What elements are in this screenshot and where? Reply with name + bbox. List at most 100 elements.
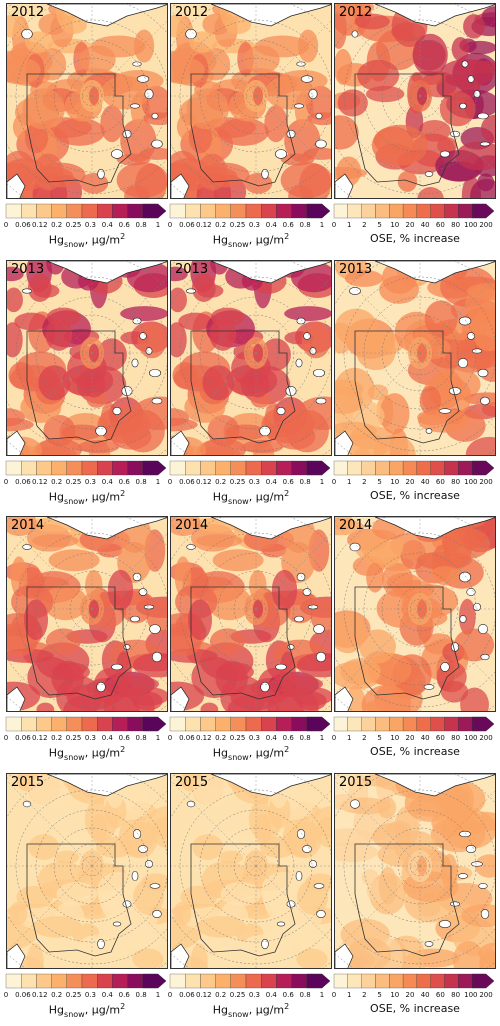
colorbar-segment (245, 203, 262, 219)
hg-colorbar-ticks: 0 0.06 0.12 0.2 0.25 0.3 0.4 0.6 0.8 1 (168, 478, 332, 488)
coastline-north (374, 517, 495, 540)
colorbar-segment (200, 716, 216, 732)
colorbar-tick-label: 0.3 (84, 991, 97, 999)
island-outline (425, 428, 433, 434)
island-outline (296, 572, 306, 582)
colorbar-segment (389, 203, 404, 219)
colorbar-tick-label: 0.25 (229, 991, 246, 999)
domain-boundary (190, 330, 296, 444)
island-outline (145, 860, 153, 868)
island-outline (261, 168, 269, 180)
ose-colorbar-ticks: 0 1 2 5 10 20 40 60 80 100 200 (331, 221, 496, 231)
map-field-blob (442, 527, 491, 560)
colorbar-segment (127, 460, 143, 476)
island-outline (136, 75, 150, 83)
map-field-blob (61, 424, 103, 441)
colorbar-segment (185, 460, 201, 476)
colorbar-tick-label: 200 (479, 221, 493, 229)
island-outline (458, 571, 472, 583)
hg-colorbar-label: Hgsnow, μg/m2 (48, 489, 126, 506)
colorbar-tick-label: 0.3 (84, 221, 97, 229)
map-field-blob (337, 89, 368, 117)
radial-line (91, 533, 167, 610)
colorbar-tick-label: 1 (319, 991, 325, 999)
colorbar-tick-label: 100 (464, 991, 478, 999)
hg-colorbar-ticks: 0 0.06 0.12 0.2 0.25 0.3 0.4 0.6 0.8 1 (4, 221, 168, 231)
colorbar-segment (347, 203, 362, 219)
island-outline (151, 112, 159, 120)
colorbar-tick-label: 0.12 (31, 734, 48, 742)
colorbar-segment (416, 460, 431, 476)
island-outline (424, 171, 434, 177)
map-field-blob (45, 319, 73, 351)
colorbar-tick-label: 0.12 (195, 221, 212, 229)
colorbar-segment (306, 716, 331, 732)
colorbar-segment (276, 716, 292, 732)
island-outline (449, 130, 461, 138)
colorbar-segment (261, 716, 277, 732)
hg-colorbar (5, 203, 168, 219)
ose-colorbar-ticks: 0 1 2 5 10 20 40 60 80 100 200 (332, 991, 496, 1001)
island-outline (185, 28, 197, 40)
colorbar-segment (402, 973, 418, 989)
colorbar-segment (458, 460, 473, 476)
map-field-blob (280, 161, 331, 198)
colorbar-tick-label: 0 (331, 221, 337, 229)
map-field-blob (335, 308, 378, 347)
colorbar-segment (142, 973, 167, 989)
map-field-blob (48, 549, 100, 572)
island-outline (480, 653, 490, 661)
coastline-southwest (171, 943, 190, 968)
colorbar-segment (291, 460, 307, 476)
colorbar-segment (5, 973, 22, 989)
map-field-blob (372, 823, 411, 850)
island-outline (350, 799, 360, 809)
map-panel-2012-2: 2012 (170, 3, 332, 199)
map-field-blob (36, 702, 55, 711)
colorbar-tick-label: 0.12 (195, 478, 212, 486)
colorbar-tick-label: 1 (319, 478, 325, 486)
island-outline (295, 358, 303, 368)
island-outline (96, 681, 106, 693)
colorbar-segment (245, 716, 262, 732)
map-field-blob (171, 14, 189, 38)
hg-colorbar (5, 460, 168, 476)
ose-colorbar (333, 460, 496, 476)
colorbar-segment (142, 460, 167, 476)
map-field-blob (267, 686, 319, 711)
colorbar-tick-label: 10 (390, 221, 400, 229)
coastline-southwest (335, 430, 354, 455)
map-field-blob (447, 792, 472, 833)
island-outline (149, 883, 161, 889)
radial-line (255, 95, 331, 172)
radial-line (255, 608, 331, 685)
colorbar-segment (169, 203, 186, 219)
map-field-blob (224, 15, 252, 34)
radial-line (171, 95, 257, 182)
hg-colorbar (5, 716, 168, 732)
hg-colorbar-ticks: 0 0.06 0.12 0.2 0.25 0.3 0.4 0.6 0.8 1 (168, 221, 332, 231)
map-panel-2014-3: 2014 (334, 516, 496, 712)
colorbar-tick-label: 0.4 (101, 478, 113, 486)
island-outline (465, 844, 477, 854)
colorbar-tick-label: 40 (420, 991, 430, 999)
map-field-blob (171, 322, 187, 358)
map-field-blob (25, 31, 54, 53)
colorbar-tick-label: 0.6 (282, 991, 294, 999)
island-outline (131, 870, 139, 882)
colorbar-segment (66, 203, 83, 219)
island-outline (151, 651, 163, 663)
colorbar-segment (112, 716, 128, 732)
island-outline (145, 347, 153, 355)
map-field-blob (139, 147, 167, 160)
map-field-blob (465, 285, 495, 325)
island-outline (259, 425, 271, 437)
ose-colorbar (333, 203, 496, 219)
hg-colorbar-label: Hgsnow, μg/m2 (212, 1002, 290, 1019)
colorbar-segment (97, 460, 113, 476)
colorbar-segment (333, 716, 348, 732)
coastline-north (210, 517, 331, 540)
colorbar-tick-label: 0.25 (65, 734, 82, 742)
map-field-blob (209, 628, 245, 655)
island-outline (478, 883, 488, 889)
